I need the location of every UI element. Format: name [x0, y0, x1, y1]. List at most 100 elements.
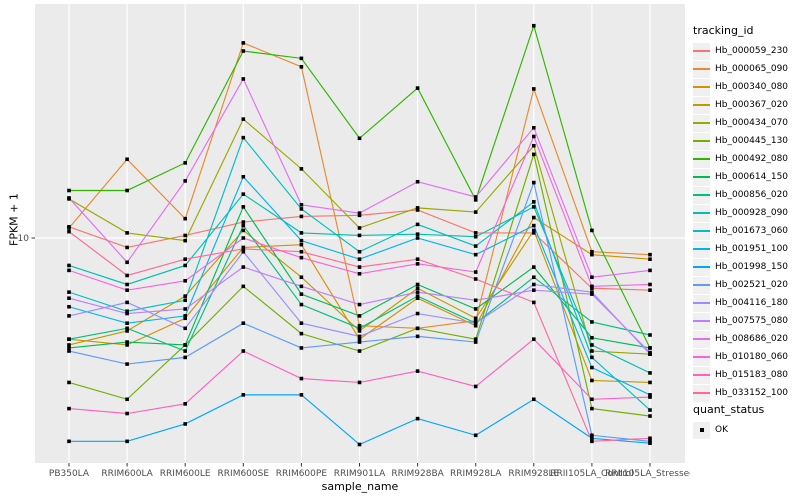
legend-item: Hb_010180_060	[693, 348, 799, 366]
legend-key-swatch	[693, 330, 710, 348]
data-point-marker	[183, 355, 187, 360]
data-point-marker	[532, 275, 536, 280]
data-point-marker	[241, 228, 246, 233]
data-point-marker	[241, 223, 246, 228]
data-point-marker	[473, 234, 478, 239]
legend-item-label: Hb_001673_060	[715, 226, 789, 236]
x-tick-label: RRIM600LA	[101, 469, 153, 479]
data-point-marker	[415, 232, 420, 236]
data-point-marker	[648, 408, 652, 412]
data-point-marker	[183, 294, 187, 298]
legend-item-label: Hb_015183_080	[715, 370, 789, 380]
data-point-marker	[299, 214, 304, 219]
data-point-marker	[183, 257, 187, 261]
data-point-marker	[241, 349, 246, 353]
data-point-marker	[67, 226, 71, 230]
data-point-marker	[648, 439, 652, 444]
data-point-marker	[241, 205, 246, 209]
legend-line-icon	[693, 68, 710, 70]
data-point-marker	[357, 233, 362, 238]
data-point-marker	[590, 343, 594, 347]
data-point-marker	[415, 286, 420, 291]
data-point-marker	[415, 206, 420, 210]
data-point-marker	[590, 355, 594, 360]
data-point-marker	[125, 157, 129, 162]
legend-item: Hb_000928_090	[693, 204, 799, 222]
data-point-marker	[532, 200, 536, 204]
data-point-marker	[590, 320, 594, 324]
data-point-marker	[125, 343, 129, 347]
legend-key-swatch	[693, 60, 710, 78]
data-point-marker	[473, 316, 478, 321]
x-tick-label: RRIM600LE	[160, 469, 211, 479]
legend-item: Hb_008686_020	[693, 330, 799, 348]
legend-item-label: Hb_008686_020	[715, 334, 789, 344]
data-point-marker	[241, 265, 246, 269]
legend-key-swatch	[693, 222, 710, 240]
data-point-marker	[532, 288, 536, 292]
data-point-marker	[241, 192, 246, 196]
data-point-marker	[532, 265, 536, 269]
data-point-marker	[125, 245, 129, 250]
x-tick-label: RRII105LA_Control	[550, 469, 633, 479]
data-point-marker	[67, 406, 71, 411]
legend-item: Hb_001673_060	[693, 222, 799, 240]
data-point-marker	[357, 265, 362, 269]
data-point-marker	[183, 179, 187, 183]
data-point-marker	[357, 337, 362, 341]
data-point-marker	[357, 271, 362, 276]
legend-item-label: Hb_002521_020	[715, 280, 789, 290]
data-point-marker	[590, 335, 594, 340]
data-point-marker	[415, 294, 420, 298]
legend-line-icon	[693, 266, 710, 268]
data-point-marker	[532, 143, 536, 148]
data-point-marker	[299, 242, 304, 247]
legend-key-swatch	[693, 42, 710, 60]
legend-item-label: Hb_000434_070	[715, 118, 789, 128]
data-point-marker	[299, 284, 304, 289]
data-point-marker	[125, 273, 129, 278]
data-point-marker	[532, 180, 536, 185]
data-point-marker	[183, 279, 187, 283]
legend-key-swatch	[693, 150, 710, 168]
data-point-marker	[241, 236, 246, 240]
data-point-marker	[532, 125, 536, 130]
data-point-marker	[590, 286, 594, 291]
data-point-marker	[590, 349, 594, 353]
legend-item: Hb_015183_080	[693, 366, 799, 384]
data-point-marker	[648, 393, 652, 397]
data-point-marker	[415, 179, 420, 184]
data-point-marker	[183, 316, 187, 321]
legend-item: Hb_000367_020	[693, 96, 799, 114]
legend-item: Hb_000445_130	[693, 132, 799, 150]
x-tick-label: RRIM928LA	[450, 469, 502, 479]
legend-line-icon	[693, 158, 710, 160]
legend-line-icon	[693, 338, 710, 340]
legend-line-icon	[693, 320, 710, 322]
data-point-marker	[473, 298, 478, 303]
data-point-marker	[590, 249, 594, 254]
legend-line-icon	[693, 104, 710, 106]
data-point-marker	[532, 215, 536, 220]
legend-key-swatch	[693, 384, 710, 402]
data-point-marker	[241, 41, 246, 45]
legend-item-label: Hb_000492_080	[715, 154, 789, 164]
data-point-marker	[125, 231, 129, 235]
data-point-marker	[648, 414, 652, 418]
x-tick-label: PB350LA	[49, 469, 90, 479]
legend-line-icon	[693, 212, 710, 214]
data-point-marker	[241, 49, 246, 53]
data-point-marker	[125, 321, 129, 325]
data-point-marker	[590, 406, 594, 411]
data-point-marker	[590, 436, 594, 441]
data-point-marker	[473, 321, 478, 325]
data-point-marker	[590, 365, 594, 370]
data-point-marker	[473, 337, 478, 341]
data-point-marker	[473, 323, 478, 328]
data-point-marker	[473, 195, 478, 199]
legend-item: Hb_000492_080	[693, 150, 799, 168]
data-point-marker	[125, 340, 129, 344]
data-point-marker	[532, 300, 536, 305]
legend-line-icon	[693, 140, 710, 142]
data-point-marker	[299, 238, 304, 243]
